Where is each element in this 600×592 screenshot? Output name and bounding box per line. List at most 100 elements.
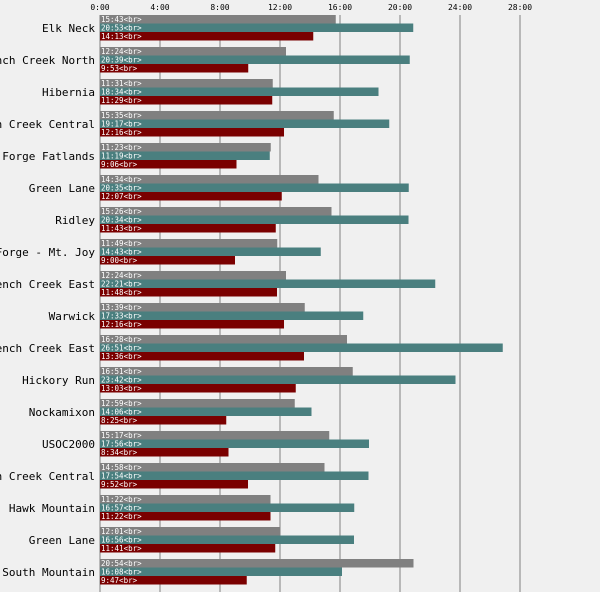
bar-data-label: 11:43<br> [101,224,142,233]
bar [100,384,296,393]
category-label: South Mountain [2,566,95,579]
bar [100,271,286,280]
bar [100,23,414,32]
bar [100,160,237,169]
bar-data-label: 11:23<br> [101,143,142,152]
bar [100,407,312,416]
bar-data-label: 12:16<br> [101,320,142,329]
bar-data-label: 16:56<br> [101,536,142,545]
bar [100,544,276,553]
category-label: French Creek Central [0,118,95,131]
category-label: French Creek East [0,342,95,355]
bar-data-label: 15:17<br> [101,431,142,440]
bar-data-label: 20:53<br> [101,24,142,33]
bar-data-label: 20:39<br> [101,56,142,65]
bar [100,79,273,88]
category-label: French Creek East [0,278,95,291]
category-label: French Creek North [0,54,95,67]
bar-data-label: 12:07<br> [101,192,142,201]
bar-data-label: 9:53<br> [101,64,138,73]
bar-data-label: 12:01<br> [101,527,142,536]
bar [100,183,409,192]
bar-data-label: 23:42<br> [101,376,142,385]
bar [100,239,278,248]
bar [100,64,249,73]
bar-data-label: 11:48<br> [101,288,142,297]
bar-data-label: 11:22<br> [101,495,142,504]
bar-data-label: 11:29<br> [101,96,142,105]
bar-data-label: 22:21<br> [101,280,142,289]
bar-data-label: 18:34<br> [101,88,142,97]
category-label: Elk Neck [42,22,95,35]
bar-data-label: 11:41<br> [101,544,142,553]
bar-data-label: 16:57<br> [101,504,142,513]
bar-data-label: 11:22<br> [101,512,142,521]
bar [100,128,285,137]
bar [100,320,285,329]
bar [100,471,369,480]
bar-data-label: 13:03<br> [101,384,142,393]
category-label: Hibernia [42,86,95,99]
category-label: Hickory Run [22,374,95,387]
bar [100,495,271,504]
bar-data-label: 17:54<br> [101,472,142,481]
bar-data-label: 20:54<br> [101,559,142,568]
category-label: Warwick [49,310,96,323]
bar-data-label: 16:51<br> [101,367,142,376]
bar-data-label: 12:24<br> [101,47,142,56]
bar [100,55,410,64]
x-tick-label: 16:00 [328,3,352,12]
x-tick-label: 20:00 [388,3,412,12]
bar [100,527,281,536]
bar [100,535,354,544]
x-tick-label: 4:00 [150,3,169,12]
bar [100,448,229,457]
bar-data-label: 16:08<br> [101,568,142,577]
bar [100,256,235,265]
bar-data-label: 26:51<br> [101,344,142,353]
bar [100,87,379,96]
bar [100,503,355,512]
category-label: USOC2000 [42,438,95,451]
bar [100,576,247,585]
bar-data-label: 12:59<br> [101,399,142,408]
x-axis-ticks: 0:00 4:00 8:00 12:00 16:00 20:00 24:00 28:00 [90,3,532,12]
bar [100,512,271,521]
bar [100,399,295,408]
category-label: Ridley [55,214,95,227]
bar [100,416,227,425]
bar-data-label: 13:39<br> [101,303,142,312]
bar [100,119,390,128]
bar-data-label: 17:56<br> [101,440,142,449]
bar-data-label: 11:19<br> [101,152,142,161]
bar [100,215,409,224]
category-label: Green Lane [29,182,95,195]
category-label: French Creek Central [0,470,95,483]
bar [100,143,271,152]
category-labels: Elk Neck French Creek North Hibernia French… [0,22,95,579]
bar-data-label: 20:34<br> [101,216,142,225]
bar-data-label: 15:35<br> [101,111,142,120]
bar [100,463,325,472]
bar [100,335,348,344]
bar-data-label: 8:34<br> [101,448,138,457]
bar-data-label: 14:34<br> [101,175,142,184]
bar-data-label: 14:13<br> [101,32,142,41]
bar [100,431,330,440]
bar [100,343,503,352]
category-label: Valley Forge Fatlands [0,150,95,163]
category-label: Green Lane [29,534,95,547]
bar [100,207,332,216]
bar-data-label: 12:16<br> [101,128,142,137]
bar [100,367,353,376]
x-tick-label: 8:00 [210,3,229,12]
bar [100,15,336,24]
bar [100,111,334,120]
bar [100,175,319,184]
bar-data-label: 12:24<br> [101,271,142,280]
bar [100,567,342,576]
x-tick-label: 12:00 [268,3,292,12]
bar-data-label: 15:26<br> [101,207,142,216]
bar-data-label: 13:36<br> [101,352,142,361]
